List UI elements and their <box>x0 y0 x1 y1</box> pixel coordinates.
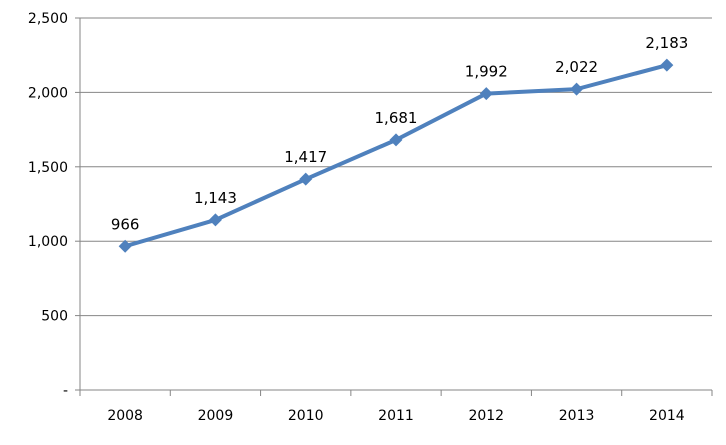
data-label: 1,992 <box>465 63 508 81</box>
data-point-marker <box>389 133 403 147</box>
y-tick-label: 1,500 <box>28 160 68 176</box>
data-point-marker <box>479 87 493 101</box>
data-point-marker <box>208 213 222 227</box>
x-tick-label: 2013 <box>559 408 595 424</box>
y-tick-label: 2,500 <box>28 11 68 27</box>
data-point-marker <box>570 82 584 96</box>
data-point-marker <box>660 58 674 72</box>
data-point-marker <box>299 172 313 186</box>
y-tick-label: - <box>63 383 68 399</box>
y-tick-label: 500 <box>41 309 68 325</box>
data-label: 1,681 <box>375 109 418 127</box>
data-label: 1,143 <box>194 189 237 207</box>
data-labels: 966 1,143 1,417 1,681 1,992 2,022 2,183 <box>111 34 689 233</box>
data-label: 966 <box>111 215 140 233</box>
series-layer <box>118 58 674 253</box>
x-tick-label: 2008 <box>107 408 143 424</box>
data-label: 2,022 <box>555 58 598 76</box>
x-tick-label: 2012 <box>468 408 504 424</box>
x-tick-label: 2011 <box>378 408 414 424</box>
x-tick-label: 2009 <box>198 408 234 424</box>
gridlines <box>80 17 712 317</box>
y-tick-label: 2,000 <box>28 85 68 101</box>
y-tick-label: 1,000 <box>28 234 68 250</box>
x-tick-label: 2014 <box>649 408 685 424</box>
axes: - 500 1,000 1,500 2,000 2,500 2008 2009 2010 2011… <box>28 11 713 424</box>
data-label: 2,183 <box>645 34 688 52</box>
data-label: 1,417 <box>284 148 327 166</box>
x-tick-label: 2010 <box>288 408 324 424</box>
data-point-marker <box>118 239 132 253</box>
